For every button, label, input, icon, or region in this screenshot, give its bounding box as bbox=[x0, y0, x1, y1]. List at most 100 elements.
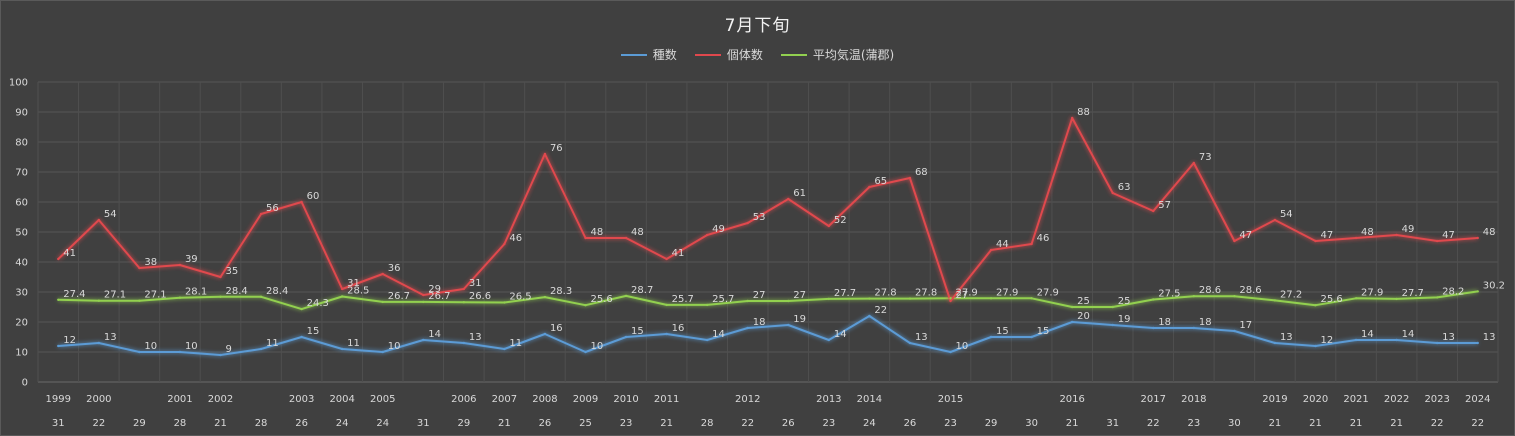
data-point bbox=[624, 236, 628, 240]
data-point bbox=[300, 200, 303, 204]
data-label: 39 bbox=[185, 254, 198, 265]
data-point bbox=[868, 185, 871, 189]
data-label: 28.2 bbox=[1442, 286, 1464, 297]
data-point bbox=[543, 295, 547, 299]
x-tick-year: 2016 bbox=[1059, 394, 1084, 405]
x-tick-year: 2005 bbox=[370, 394, 395, 405]
data-point bbox=[665, 257, 668, 261]
data-label: 18 bbox=[1158, 317, 1171, 328]
y-tick-label: 0 bbox=[22, 378, 28, 389]
x-tick-year: 2003 bbox=[289, 394, 314, 405]
data-point bbox=[705, 303, 709, 307]
data-label: 27.4 bbox=[63, 289, 85, 300]
data-label: 22 bbox=[874, 305, 887, 316]
x-tick-year: 2015 bbox=[938, 394, 963, 405]
data-label: 18 bbox=[1199, 317, 1212, 328]
data-point bbox=[1152, 209, 1155, 213]
data-label: 14 bbox=[428, 329, 441, 340]
data-point bbox=[1435, 341, 1439, 345]
legend-swatch-species bbox=[620, 53, 647, 56]
data-point bbox=[57, 344, 60, 348]
data-point bbox=[949, 299, 952, 303]
data-point bbox=[908, 297, 912, 300]
data-label: 48 bbox=[1361, 227, 1374, 238]
data-point bbox=[462, 287, 466, 291]
data-point bbox=[1476, 290, 1479, 293]
data-point bbox=[340, 295, 344, 298]
x-tick-day: 29 bbox=[133, 418, 146, 429]
y-tick-label: 100 bbox=[9, 78, 28, 89]
data-point bbox=[422, 293, 425, 297]
data-point bbox=[1192, 295, 1196, 298]
data-point bbox=[462, 341, 466, 345]
data-label: 28.1 bbox=[185, 287, 207, 298]
data-label: 44 bbox=[996, 239, 1009, 250]
x-tick-day: 22 bbox=[92, 418, 105, 429]
data-point bbox=[584, 350, 587, 354]
data-point bbox=[97, 218, 101, 222]
x-tick-day: 25 bbox=[579, 418, 592, 429]
x-tick-year: 2014 bbox=[857, 394, 882, 405]
data-label: 13 bbox=[469, 332, 482, 343]
x-tick-year: 2010 bbox=[613, 394, 638, 405]
data-label: 28.6 bbox=[1199, 285, 1221, 296]
data-label: 25.6 bbox=[1321, 294, 1343, 305]
data-point bbox=[705, 338, 709, 342]
x-tick-day: 30 bbox=[1228, 418, 1241, 429]
x-tick-day: 21 bbox=[498, 418, 511, 429]
data-label: 11 bbox=[347, 338, 360, 349]
x-tick-day: 21 bbox=[1390, 418, 1403, 429]
x-tick-day: 28 bbox=[255, 418, 268, 429]
data-label: 31 bbox=[469, 278, 482, 289]
data-label: 46 bbox=[509, 233, 522, 244]
x-tick-year: 1999 bbox=[46, 394, 71, 405]
data-point bbox=[259, 212, 263, 216]
data-point bbox=[908, 341, 912, 345]
data-point bbox=[57, 298, 60, 301]
data-point bbox=[1030, 335, 1033, 339]
data-point bbox=[219, 353, 222, 357]
data-point bbox=[787, 197, 790, 201]
data-point bbox=[300, 307, 303, 311]
data-point bbox=[1354, 236, 1358, 240]
data-point bbox=[57, 257, 60, 261]
data-label: 24.3 bbox=[307, 298, 329, 309]
data-point bbox=[1354, 338, 1358, 342]
data-label: 27 bbox=[793, 290, 806, 301]
data-labels: 12 13 10 10 9 11 15 11 10 14 13 11 16 10 15 16 14 18 19 14 2… bbox=[63, 107, 1505, 355]
data-label: 15 bbox=[307, 326, 320, 337]
data-point bbox=[1152, 326, 1155, 330]
data-label: 25 bbox=[1118, 296, 1131, 307]
data-label: 28.5 bbox=[347, 286, 369, 297]
data-point bbox=[219, 275, 222, 279]
data-point bbox=[1395, 297, 1398, 301]
data-point bbox=[1030, 297, 1033, 300]
data-label: 10 bbox=[956, 341, 969, 352]
data-point bbox=[1273, 218, 1277, 222]
data-point bbox=[1111, 323, 1114, 327]
data-label: 13 bbox=[1280, 332, 1293, 343]
data-point bbox=[1435, 296, 1439, 299]
data-point bbox=[1111, 191, 1114, 195]
x-tick-day: 24 bbox=[376, 418, 389, 429]
data-label: 25.7 bbox=[712, 294, 734, 305]
y-tick-label: 50 bbox=[15, 228, 28, 239]
x-tick-day: 22 bbox=[1431, 418, 1444, 429]
x-tick-day: 24 bbox=[336, 418, 349, 429]
y-tick-label: 30 bbox=[15, 288, 28, 299]
legend-label-individuals: 個体数 bbox=[726, 48, 763, 62]
x-tick-year: 2020 bbox=[1303, 394, 1328, 405]
x-tick-day: 28 bbox=[701, 418, 714, 429]
data-point bbox=[381, 272, 384, 276]
x-tick-year: 2002 bbox=[208, 394, 233, 405]
data-point bbox=[1314, 304, 1317, 307]
x-tick-day: 23 bbox=[620, 418, 633, 429]
data-label: 60 bbox=[307, 191, 320, 202]
data-point bbox=[259, 295, 263, 298]
legend-item-individuals: 個体数 bbox=[694, 46, 763, 63]
data-label: 27.7 bbox=[834, 288, 856, 299]
data-label: 49 bbox=[712, 224, 725, 235]
data-point bbox=[624, 335, 628, 339]
data-point bbox=[300, 335, 303, 339]
